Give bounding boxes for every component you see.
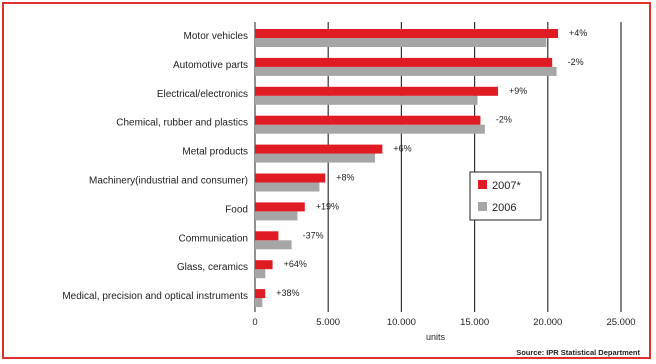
- legend-label-2007: 2007*: [492, 180, 521, 192]
- bar-2006: [255, 38, 547, 47]
- bar-2007: [255, 57, 553, 67]
- bar-2007: [255, 260, 273, 270]
- x-tick-label: 0: [252, 317, 257, 328]
- bar-2007: [255, 173, 326, 183]
- bar-2006: [255, 153, 376, 163]
- category-label: Chemical, rubber and plastics: [116, 118, 248, 129]
- bar-2007: [255, 115, 481, 125]
- category-label: Machinery(industrial and consumer): [89, 176, 248, 187]
- category-label: Medical, precision and optical instrumen…: [62, 291, 248, 302]
- category-labels: Motor vehicles Automotive parts Electrical…: [62, 31, 248, 302]
- x-tick-labels: 0 5.000 10.000 15.000 20.000 25.000: [252, 317, 635, 328]
- chart-frame: [2, 2, 651, 359]
- legend-swatch-2006: [478, 202, 487, 211]
- bar-2006: [255, 269, 266, 279]
- bar-2006: [255, 95, 478, 105]
- change-annotation: -2%: [496, 115, 512, 125]
- x-tick-label: 10.000: [387, 317, 416, 328]
- x-tick-label: 25.000: [606, 317, 635, 328]
- bar-2006: [255, 182, 320, 192]
- legend-swatch-2007: [478, 180, 487, 189]
- x-tick-label: 5.000: [316, 317, 340, 328]
- x-axis-title: units: [426, 332, 446, 342]
- category-label: Communication: [179, 233, 248, 244]
- change-annotation: -37%: [303, 230, 324, 240]
- source-note: Source: IPR Statistical Department: [516, 348, 640, 357]
- category-label: Glass, ceramics: [177, 262, 248, 273]
- change-annotation: +6%: [393, 144, 411, 154]
- bars: [255, 29, 559, 308]
- legend-label-2006: 2006: [492, 202, 516, 214]
- bar-2006: [255, 66, 557, 76]
- bar-2006: [255, 240, 292, 250]
- change-annotation: +64%: [284, 259, 307, 269]
- change-annotation: +38%: [276, 288, 299, 298]
- category-label: Electrical/electronics: [157, 89, 248, 100]
- bar-2006: [255, 298, 263, 308]
- bar-2006: [255, 124, 485, 134]
- change-annotation: -2%: [568, 57, 584, 67]
- category-label: Food: [225, 204, 248, 215]
- change-annotation: +8%: [336, 173, 354, 183]
- category-label: Automotive parts: [173, 60, 248, 71]
- x-tick-label: 20.000: [533, 317, 562, 328]
- bar-2007: [255, 289, 266, 299]
- category-label: Motor vehicles: [184, 31, 248, 42]
- change-annotations: +4% -2% +9% -2% +6% +8% +19% -37% +64% +38%: [276, 28, 587, 298]
- change-annotation: +9%: [509, 86, 527, 96]
- bar-2007: [255, 202, 305, 212]
- x-tick-label: 15.000: [460, 317, 489, 328]
- change-annotation: +4%: [569, 28, 587, 38]
- change-annotation: +19%: [316, 201, 339, 211]
- bar-2007: [255, 29, 559, 38]
- bar-2007: [255, 144, 383, 154]
- bar-2007: [255, 86, 499, 96]
- bar-2006: [255, 211, 298, 221]
- bar-2007: [255, 231, 279, 241]
- legend: 2007* 2006: [469, 171, 542, 221]
- category-label: Metal products: [182, 147, 248, 158]
